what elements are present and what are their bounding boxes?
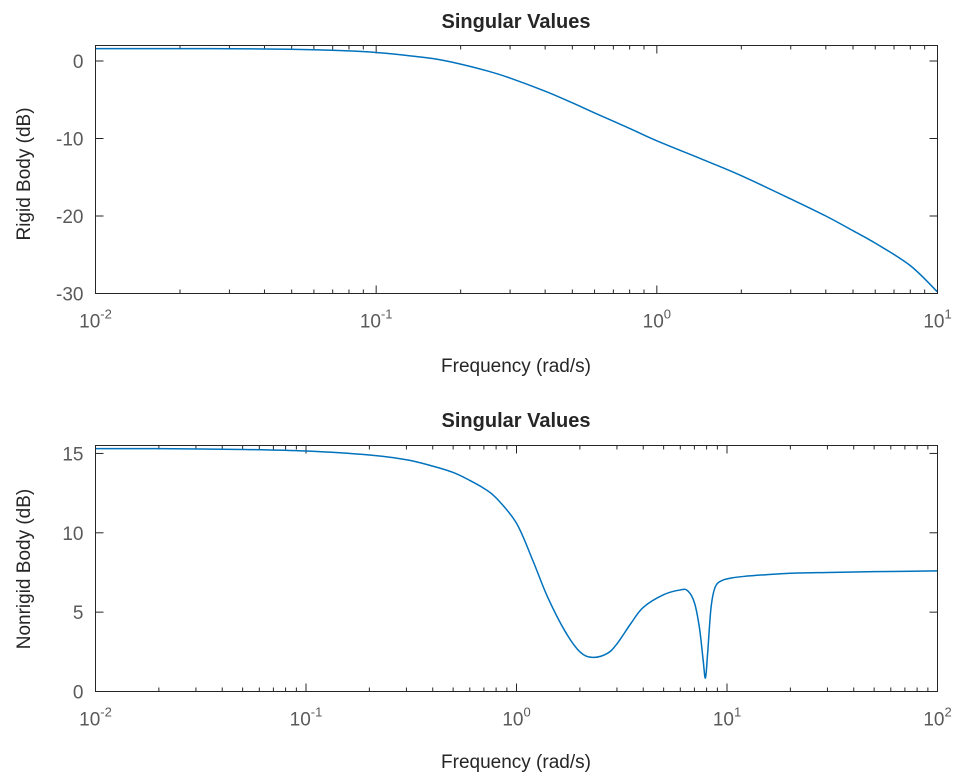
y-tick-label: 0 <box>73 52 84 73</box>
y-tick-label: 0 <box>73 683 84 704</box>
y-tick-label: -20 <box>56 207 83 228</box>
y-axis-label: Nonrigid Body (dB) <box>14 489 35 650</box>
chart-title: Singular Values <box>442 11 591 33</box>
x-tick-label: 10-1 <box>360 307 393 333</box>
y-tick-label: -30 <box>56 285 83 306</box>
series-line <box>95 447 938 679</box>
chart-title: Singular Values <box>442 410 591 432</box>
y-tick-label: -10 <box>56 130 83 151</box>
series-line <box>95 47 939 293</box>
plot-area <box>95 47 939 293</box>
axis-tick-labels: 10-2 10-1 100 101 102 15 10 5 0 <box>62 444 951 730</box>
axes-box <box>95 45 938 294</box>
x-tick-label: 102 <box>923 705 951 731</box>
y-axis-label: Rigid Body (dB) <box>14 107 35 240</box>
y-tick-label: 15 <box>62 444 83 465</box>
axis-ticks <box>95 445 938 692</box>
axis-tick-labels: 10-2 10-1 100 101 0 -10 -20 -30 <box>56 52 952 333</box>
x-tick-label: 101 <box>923 307 951 333</box>
axes-box <box>95 445 938 692</box>
axis-ticks <box>95 45 938 294</box>
x-tick-label: 10-2 <box>79 307 112 333</box>
rigid-body-chart: Singular Values Rigid Body (dB) Frequenc… <box>14 11 952 377</box>
x-tick-label: 10-2 <box>79 705 112 731</box>
y-tick-label: 5 <box>73 603 84 624</box>
x-tick-label: 10-1 <box>290 705 323 731</box>
x-axis-label: Frequency (rad/s) <box>441 356 591 377</box>
x-tick-label: 100 <box>502 705 530 731</box>
y-tick-label: 10 <box>62 524 83 545</box>
x-tick-label: 100 <box>643 307 671 333</box>
nonrigid-body-chart: Singular Values Nonrigid Body (dB) Frequ… <box>14 410 952 773</box>
plot-area <box>95 447 938 679</box>
x-tick-label: 101 <box>713 705 741 731</box>
x-axis-label: Frequency (rad/s) <box>441 752 591 773</box>
